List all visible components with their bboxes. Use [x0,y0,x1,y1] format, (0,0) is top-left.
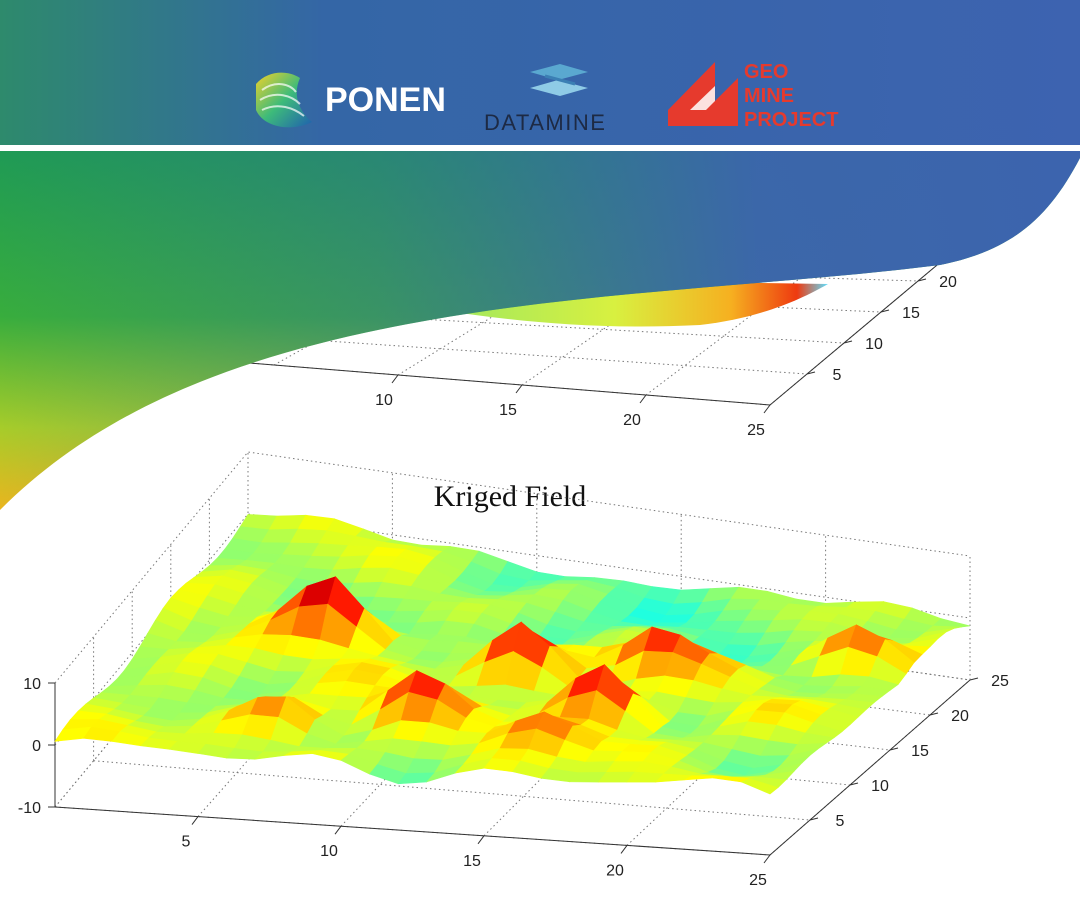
x-tick-label: 25 [747,422,765,439]
z-tick-label: 10 [23,676,41,693]
y-tick-label: 25 [991,673,1009,690]
x-tick-label: 15 [463,853,481,870]
y-tick-label: 10 [865,336,883,353]
y-tick-label: 5 [836,813,845,830]
y-tick-label: 20 [939,274,957,291]
top-plot-surface [440,282,828,327]
top-surface-patch [440,282,828,327]
surface-patch [54,726,92,742]
surface-plot-kriged: Kriged Field 5 10 15 20 25 5 10 15 20 25 10 0 -10 [18,451,1009,889]
plot-title: Kriged Field [434,480,586,513]
x-tick-label: 10 [375,392,393,409]
main-plot-surface [54,514,971,795]
x-tick-label: 25 [749,872,767,889]
y-tick-label: 10 [871,778,889,795]
z-tick-label: 0 [32,738,41,755]
x-tick-label: 20 [623,412,641,429]
z-tick-label: -10 [18,800,41,817]
surface-patch [740,778,779,795]
main-plot-ticks: 5 10 15 20 25 5 10 15 20 25 10 0 -10 [18,673,1009,889]
x-tick-label: 5 [182,834,191,851]
y-tick-label: 15 [902,305,920,322]
x-tick-label: 20 [606,862,624,879]
surface-plot-top: 10 15 20 25 5 10 15 20 [149,239,957,439]
y-tick-label: 15 [911,743,929,760]
y-tick-label: 5 [833,367,842,384]
x-tick-label: 10 [320,843,338,860]
x-tick-label: 15 [499,402,517,419]
y-tick-label: 20 [951,708,969,725]
